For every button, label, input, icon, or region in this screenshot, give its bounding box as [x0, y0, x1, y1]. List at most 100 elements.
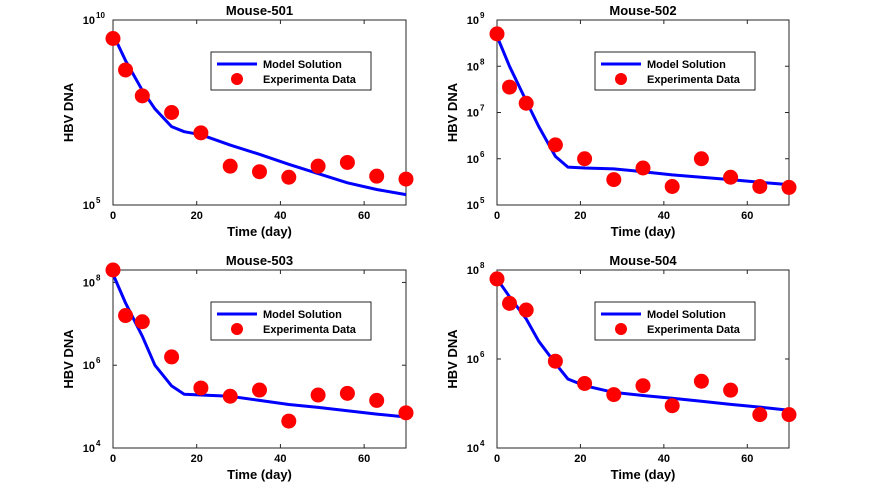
x-axis-label: Time (day) — [227, 224, 292, 239]
data-point — [105, 31, 121, 46]
data-point — [164, 349, 180, 365]
x-tick-label: 60 — [741, 210, 753, 222]
data-point — [489, 26, 505, 42]
axes-box — [496, 19, 790, 206]
y-tick-exponent: 9 — [480, 11, 485, 20]
chart-title: Mouse-501 — [226, 3, 293, 18]
y-tick-exponent: 6 — [96, 356, 101, 365]
data-point — [339, 385, 355, 401]
data-point — [577, 375, 593, 391]
legend-label: Experimenta Data — [263, 324, 357, 336]
data-point — [606, 172, 622, 188]
x-tick-label: 0 — [494, 453, 500, 465]
data-point — [252, 382, 267, 398]
data-point — [118, 308, 134, 324]
data-point — [134, 88, 150, 104]
data-point — [369, 392, 385, 408]
legend-marker-swatch — [615, 323, 627, 335]
x-tick-label: 20 — [574, 210, 586, 222]
x-tick-label: 20 — [574, 453, 586, 465]
y-tick-exponent: 5 — [480, 196, 485, 205]
data-point — [723, 382, 739, 398]
data-point — [105, 262, 121, 278]
data-point — [752, 179, 768, 194]
legend-label: Experimenta Data — [647, 324, 741, 336]
chart-title: Mouse-502 — [609, 3, 676, 18]
data-point — [635, 378, 651, 394]
y-tick-label: 10 — [83, 200, 95, 212]
data-point — [781, 407, 797, 423]
data-point — [222, 158, 238, 174]
data-point — [281, 169, 297, 185]
y-axis-label: HBV DNA — [445, 329, 460, 389]
y-tick-exponent: 8 — [480, 261, 485, 270]
data-point — [134, 314, 150, 330]
data-point — [489, 271, 505, 287]
legend: Model Solution Experimenta Data — [594, 51, 756, 91]
data-point — [252, 164, 267, 180]
data-point — [752, 407, 768, 423]
data-point — [502, 79, 518, 95]
legend: Model Solution Experimenta Data — [210, 51, 372, 91]
y-tick-label: 10 — [83, 277, 95, 289]
x-tick-label: 60 — [741, 453, 753, 465]
data-point — [547, 353, 563, 369]
y-tick-label: 10 — [83, 15, 95, 27]
data-point — [664, 179, 680, 194]
y-tick-label: 10 — [467, 15, 479, 27]
x-axis-label: Time (day) — [611, 467, 676, 482]
axes-box — [496, 269, 790, 449]
x-tick-label: 20 — [191, 210, 203, 222]
data-point — [339, 154, 355, 170]
x-tick-label: 40 — [658, 210, 670, 222]
x-tick-label: 60 — [358, 453, 370, 465]
x-tick-label: 20 — [191, 453, 203, 465]
data-point — [398, 405, 414, 421]
legend: Model Solution Experimenta Data — [210, 301, 372, 341]
x-tick-label: 0 — [494, 210, 500, 222]
x-axis-label: Time (day) — [611, 224, 676, 239]
data-point — [369, 168, 385, 184]
legend: Model Solution Experimenta Data — [594, 301, 756, 341]
model-solution-line — [111, 273, 407, 419]
y-axis-label: HBV DNA — [61, 82, 76, 142]
data-point — [222, 388, 238, 404]
y-tick-exponent: 10 — [96, 11, 105, 20]
data-point — [502, 295, 518, 311]
data-point — [635, 160, 651, 176]
x-tick-label: 60 — [358, 210, 370, 222]
data-point — [164, 105, 180, 120]
data-point — [398, 171, 414, 187]
y-tick-label: 10 — [467, 443, 479, 455]
y-tick-exponent: 6 — [480, 350, 485, 359]
y-tick-label: 10 — [467, 200, 479, 212]
y-tick-label: 10 — [83, 443, 95, 455]
legend-label: Model Solution — [647, 59, 726, 71]
x-axis-label: Time (day) — [227, 467, 292, 482]
legend-box — [594, 51, 756, 91]
y-tick-label: 10 — [467, 61, 479, 73]
y-tick-label: 10 — [467, 154, 479, 166]
data-point — [547, 137, 563, 153]
legend-label: Experimenta Data — [263, 74, 357, 86]
legend-label: Experimenta Data — [647, 74, 741, 86]
data-point — [693, 151, 709, 167]
data-point — [310, 387, 326, 403]
data-point — [606, 387, 622, 403]
x-tick-label: 0 — [110, 453, 116, 465]
legend-label: Model Solution — [263, 59, 342, 71]
legend-marker-swatch — [231, 323, 243, 335]
y-tick-exponent: 5 — [96, 196, 101, 205]
y-tick-exponent: 4 — [96, 439, 101, 448]
y-tick-exponent: 6 — [480, 150, 485, 159]
data-point — [193, 380, 209, 396]
data-point — [693, 373, 709, 389]
y-tick-label: 10 — [83, 360, 95, 372]
data-point — [518, 95, 534, 111]
legend-label: Model Solution — [647, 309, 726, 321]
